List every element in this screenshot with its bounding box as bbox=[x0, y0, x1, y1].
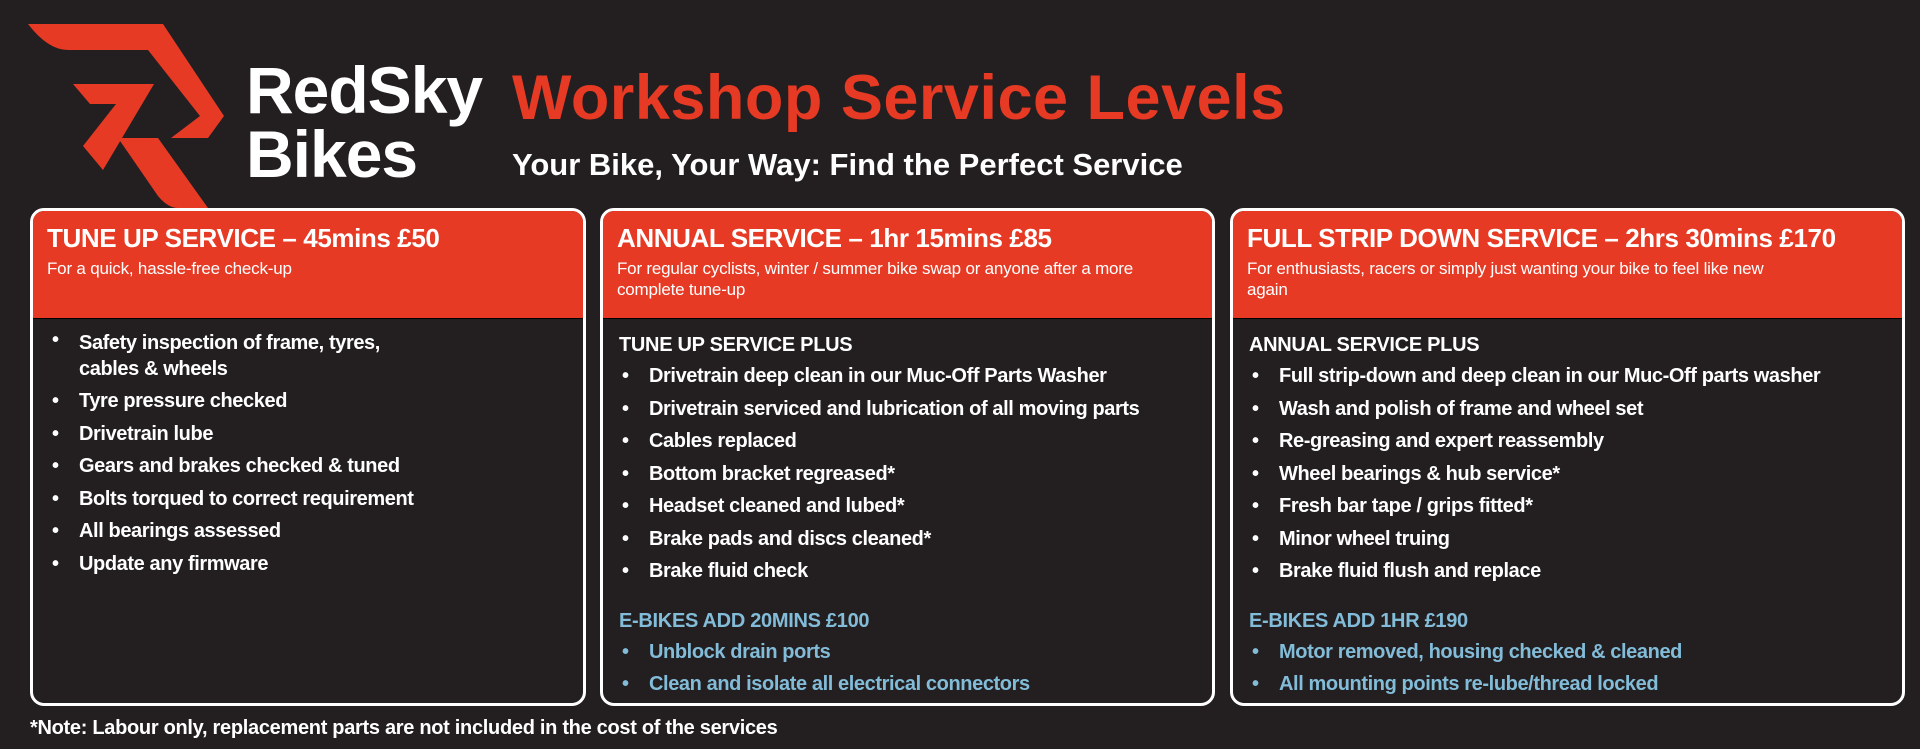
plus-label: ANNUAL SERVICE PLUS bbox=[1249, 334, 1480, 356]
list-item: Brake fluid check bbox=[619, 555, 1198, 588]
list-item: Wash and polish of frame and wheel set bbox=[1249, 393, 1888, 426]
list-item: Tyre pressure checked bbox=[49, 385, 569, 418]
brand-name: RedSky Bikes bbox=[246, 53, 483, 191]
card-title: ANNUAL SERVICE – 1hr 15mins £85 bbox=[617, 223, 1052, 253]
redsky-logo-icon bbox=[28, 24, 224, 208]
list-item: Full strip-down and deep clean in our Mu… bbox=[1249, 360, 1888, 393]
list-item: Drivetrain serviced and lubrication of a… bbox=[619, 393, 1198, 426]
list-item: All bearings assessed bbox=[49, 515, 569, 548]
card-description: For enthusiasts, racers or simply just w… bbox=[1247, 259, 1764, 299]
list-item: Brake fluid flush and replace bbox=[1249, 555, 1888, 588]
list-item: Safety inspection of frame, tyres, cable… bbox=[49, 327, 439, 385]
ebike-list: Unblock drain ports Clean and isolate al… bbox=[619, 636, 1198, 701]
list-item: Fresh bar tape / grips fitted* bbox=[1249, 490, 1888, 523]
list-item: Wheel bearings & hub service* bbox=[1249, 458, 1888, 491]
card-header: FULL STRIP DOWN SERVICE – 2hrs 30mins £1… bbox=[1233, 211, 1902, 319]
page-subtitle: Your Bike, Your Way: Find the Perfect Se… bbox=[512, 147, 1183, 182]
card-full-strip-down: FULL STRIP DOWN SERVICE – 2hrs 30mins £1… bbox=[1230, 208, 1905, 706]
card-description: For a quick, hassle-free check-up bbox=[47, 259, 292, 278]
list-item: Drivetrain deep clean in our Muc-Off Par… bbox=[619, 360, 1198, 393]
plus-label: TUNE UP SERVICE PLUS bbox=[619, 334, 853, 356]
card-annual: ANNUAL SERVICE – 1hr 15mins £85 For regu… bbox=[600, 208, 1215, 706]
list-item: Bottom bracket regreased* bbox=[619, 458, 1198, 491]
service-list: Drivetrain deep clean in our Muc-Off Par… bbox=[619, 360, 1198, 588]
list-item: Cables replaced bbox=[619, 425, 1198, 458]
brand-line1: RedSky bbox=[246, 53, 483, 127]
list-item: Minor wheel truing bbox=[1249, 523, 1888, 556]
card-title: FULL STRIP DOWN SERVICE – 2hrs 30mins £1… bbox=[1247, 223, 1836, 253]
list-item: Headset cleaned and lubed* bbox=[619, 490, 1198, 523]
service-list: Full strip-down and deep clean in our Mu… bbox=[1249, 360, 1888, 588]
card-title: TUNE UP SERVICE – 45mins £50 bbox=[47, 223, 440, 253]
brand-line2: Bikes bbox=[246, 117, 418, 191]
list-item: All mounting points re-lube/thread locke… bbox=[1249, 668, 1888, 701]
ebike-addon-title: E-BIKES ADD 1HR £190 bbox=[1249, 609, 1468, 632]
card-description: For regular cyclists, winter / summer bi… bbox=[617, 259, 1134, 299]
card-tune-up: TUNE UP SERVICE – 45mins £50 For a quick… bbox=[30, 208, 586, 706]
list-item: Clean and isolate all electrical connect… bbox=[619, 668, 1198, 701]
ebike-list: Motor removed, housing checked & cleaned… bbox=[1249, 636, 1888, 701]
list-item: Update any firmware bbox=[49, 548, 569, 581]
list-item: Bolts torqued to correct requirement bbox=[49, 483, 569, 516]
list-item: Drivetrain lube bbox=[49, 418, 569, 451]
ebike-addon-title: E-BIKES ADD 20MINS £100 bbox=[619, 609, 870, 632]
list-item: Unblock drain ports bbox=[619, 636, 1198, 669]
list-item: Gears and brakes checked & tuned bbox=[49, 450, 569, 483]
footnote: *Note: Labour only, replacement parts ar… bbox=[30, 717, 778, 739]
list-item: Brake pads and discs cleaned* bbox=[619, 523, 1198, 556]
list-item: Re-greasing and expert reassembly bbox=[1249, 425, 1888, 458]
page-title: Workshop Service Levels bbox=[512, 63, 1286, 133]
card-header: ANNUAL SERVICE – 1hr 15mins £85 For regu… bbox=[603, 211, 1212, 319]
service-list: Safety inspection of frame, tyres, cable… bbox=[49, 327, 569, 580]
card-header: TUNE UP SERVICE – 45mins £50 For a quick… bbox=[33, 211, 583, 319]
list-item: Motor removed, housing checked & cleaned bbox=[1249, 636, 1888, 669]
